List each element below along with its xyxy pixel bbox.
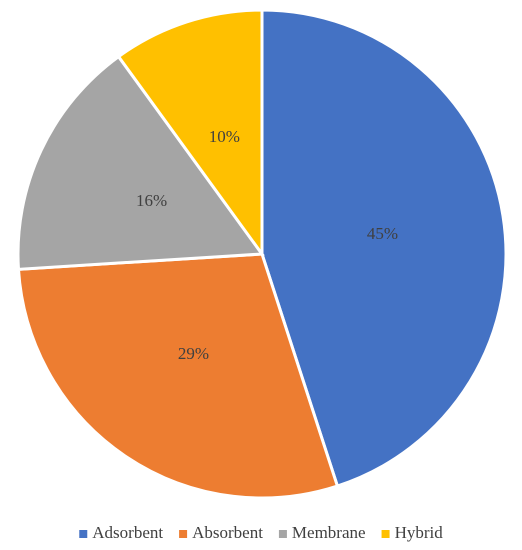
legend-swatch — [179, 530, 188, 538]
legend: Adsorbent Absorbent Membrane Hybrid — [79, 523, 443, 542]
pie-slice — [16, 252, 340, 500]
pie-slice — [16, 54, 265, 271]
legend-text: Absorbent — [192, 523, 263, 542]
legend-swatch — [381, 530, 390, 538]
legend-text: Membrane — [292, 523, 366, 542]
legend-text: Adsorbent — [92, 523, 163, 542]
slice-label: 29% — [178, 344, 209, 363]
legend-swatch — [278, 530, 287, 538]
pie-slice — [116, 8, 264, 259]
pie-slice — [260, 8, 508, 488]
legend-swatch — [79, 530, 88, 538]
slice-label: 45% — [367, 224, 398, 243]
legend-text: Hybrid — [395, 523, 444, 542]
slice-label: 10% — [209, 127, 240, 146]
slice-label: 16% — [136, 191, 167, 210]
